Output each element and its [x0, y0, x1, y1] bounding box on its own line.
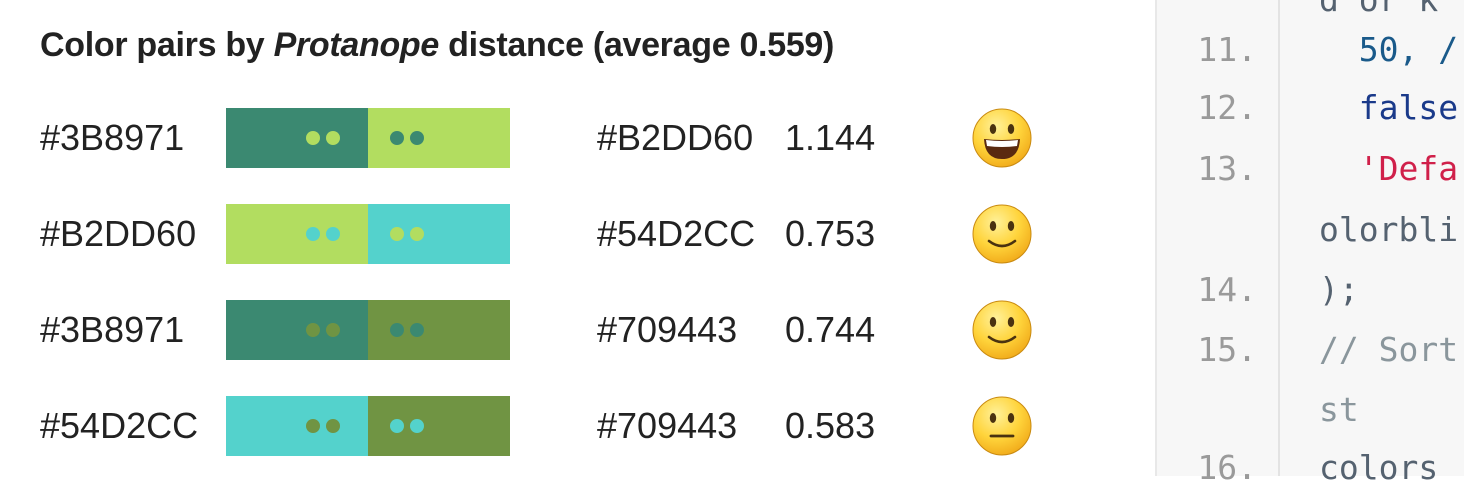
- color-pair-swatch: [226, 204, 510, 264]
- dot: [410, 131, 424, 145]
- line-number: 15.: [1197, 330, 1257, 369]
- vision-type-label: Protanope: [273, 26, 440, 64]
- swatch-dots-a: [390, 227, 424, 241]
- swatch-dots-b: [306, 131, 340, 145]
- code-line: colors: [1319, 448, 1439, 487]
- swatch-color-b: [368, 108, 510, 168]
- line-number: 13.: [1197, 149, 1257, 188]
- distance-value: 0.744: [785, 309, 876, 350]
- line-number: 12.: [1197, 88, 1257, 127]
- color-pair-row: #3B8971 #709443 0.744: [0, 300, 1100, 360]
- color-b-hex: #709443: [597, 309, 738, 350]
- color-a-hex: #3B8971: [40, 309, 185, 350]
- code-line: 50, /: [1319, 30, 1459, 69]
- dot: [306, 227, 320, 241]
- color-b-hex: #B2DD60: [597, 117, 754, 158]
- color-pair-row: #3B8971 #B2DD60 1.144: [0, 108, 1100, 168]
- line-number: 16.: [1197, 448, 1257, 487]
- color-a-hex: #54D2CC: [40, 405, 199, 446]
- color-a-hex: #B2DD60: [40, 213, 197, 254]
- swatch-color-b: [368, 300, 510, 360]
- swatch-color-b: [368, 396, 510, 456]
- dot: [326, 131, 340, 145]
- swatch-color-a: [226, 300, 368, 360]
- dot: [390, 131, 404, 145]
- dot: [306, 419, 320, 433]
- dot: [306, 131, 320, 145]
- color-pairs-panel: Color pairs by Protanope distance (avera…: [0, 26, 1100, 456]
- dot: [410, 227, 424, 241]
- code-viewer[interactable]: d or k 11. 50, / 12. false 13. 'Defa olo…: [1155, 0, 1464, 487]
- dot: [306, 323, 320, 337]
- dot: [390, 419, 404, 433]
- swatch-dots-a: [390, 131, 424, 145]
- dot: [390, 323, 404, 337]
- gutter-divider: [1278, 0, 1280, 476]
- swatch-dots-a: [390, 323, 424, 337]
- color-pair-swatch: [226, 300, 510, 360]
- color-pair-row: #54D2CC #709443 0.583: [0, 396, 1100, 456]
- distance-value: 1.144: [785, 117, 876, 158]
- color-a-hex: #3B8971: [40, 117, 185, 158]
- distance-value: 0.583: [785, 405, 876, 446]
- code-line: // Sort: [1319, 330, 1459, 369]
- code-line: st: [1319, 390, 1359, 429]
- swatch-color-a: [226, 108, 368, 168]
- slightly-smiling-face-icon: [972, 204, 1032, 264]
- line-number: 14.: [1197, 270, 1257, 309]
- distance-value: 0.753: [785, 213, 876, 254]
- code-line: );: [1319, 270, 1359, 309]
- panel-title: Color pairs by Protanope distance (avera…: [40, 26, 835, 64]
- color-b-hex: #709443: [597, 405, 738, 446]
- swatch-dots-b: [306, 227, 340, 241]
- dot: [390, 227, 404, 241]
- dot: [326, 419, 340, 433]
- swatch-color-b: [368, 204, 510, 264]
- swatch-color-a: [226, 204, 368, 264]
- slightly-smiling-face-icon: [972, 300, 1032, 360]
- line-number: 11.: [1197, 30, 1257, 69]
- dot: [410, 419, 424, 433]
- code-line: olorbli: [1319, 210, 1459, 249]
- color-pair-swatch: [226, 396, 510, 456]
- color-b-hex: #54D2CC: [597, 213, 756, 254]
- dot: [326, 227, 340, 241]
- code-line: false: [1319, 88, 1459, 127]
- color-pair-swatch: [226, 108, 510, 168]
- dot: [410, 323, 424, 337]
- code-line: d or k: [1319, 0, 1438, 19]
- swatch-dots-b: [306, 323, 340, 337]
- grinning-face-icon: [972, 108, 1032, 168]
- dot: [326, 323, 340, 337]
- swatch-dots-a: [390, 419, 424, 433]
- code-line: 'Defa: [1319, 149, 1459, 188]
- swatch-color-a: [226, 396, 368, 456]
- color-pair-row: #B2DD60 #54D2CC 0.753: [0, 204, 1100, 264]
- neutral-face-icon: [972, 396, 1032, 456]
- swatch-dots-b: [306, 419, 340, 433]
